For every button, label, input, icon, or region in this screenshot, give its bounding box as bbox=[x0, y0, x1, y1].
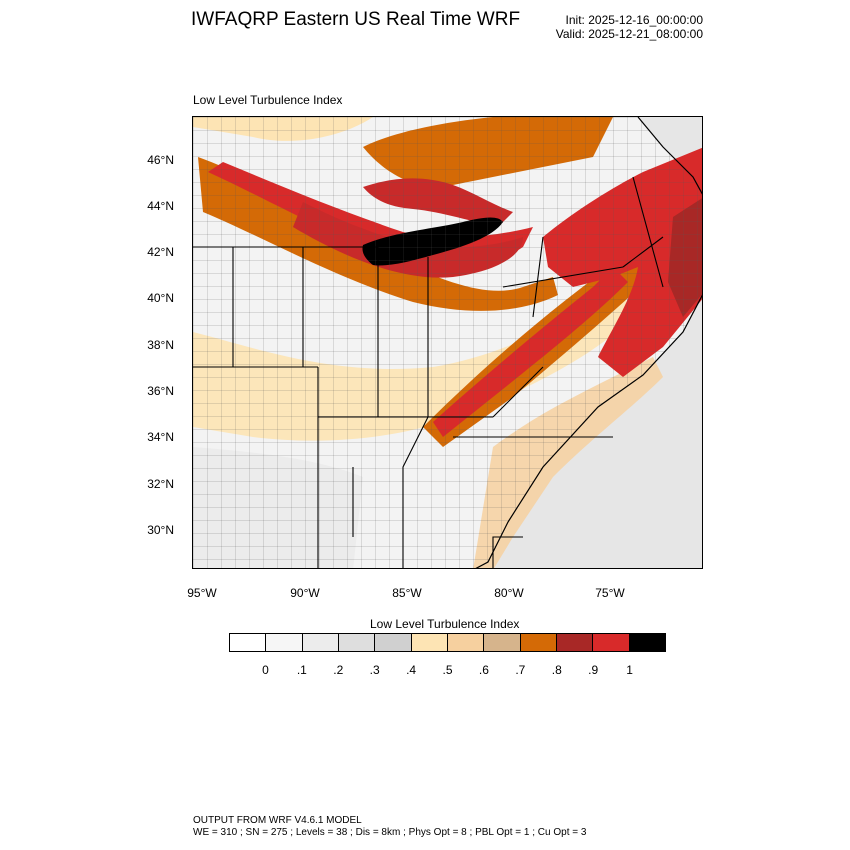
legend-tick-label: .1 bbox=[296, 663, 307, 677]
init-time: Init: 2025-12-16_00:00:00 bbox=[565, 13, 703, 27]
legend-swatch bbox=[411, 634, 448, 651]
legend-tick-label: .2 bbox=[333, 663, 344, 677]
legend-tick-label: .9 bbox=[588, 663, 599, 677]
legend-tick-label: .7 bbox=[515, 663, 526, 677]
lat-label-32: 32°N bbox=[147, 477, 174, 491]
tan-band-coast bbox=[473, 357, 663, 568]
color-legend bbox=[229, 633, 666, 652]
model-config: WE = 310 ; SN = 275 ; Levels = 38 ; Dis … bbox=[193, 827, 587, 838]
lon-label-95: 95°W bbox=[187, 586, 217, 600]
field-subtitle: Low Level Turbulence Index bbox=[193, 93, 343, 107]
lat-label-38: 38°N bbox=[147, 338, 174, 352]
legend-swatch bbox=[266, 634, 303, 651]
turbulence-map bbox=[192, 116, 703, 569]
lat-label-42: 42°N bbox=[147, 245, 174, 259]
legend-swatch bbox=[338, 634, 376, 651]
lon-label-80: 80°W bbox=[494, 586, 524, 600]
state-borders bbox=[193, 176, 664, 568]
legend-swatch bbox=[447, 634, 485, 651]
legend-swatch bbox=[556, 634, 594, 651]
legend-swatch bbox=[629, 634, 665, 651]
legend-title: Low Level Turbulence Index bbox=[370, 617, 520, 631]
lat-label-36: 36°N bbox=[147, 384, 174, 398]
legend-swatch bbox=[520, 634, 557, 651]
legend-tick-label: .8 bbox=[551, 663, 562, 677]
lon-label-85: 85°W bbox=[392, 586, 422, 600]
lon-label-90: 90°W bbox=[290, 586, 320, 600]
legend-tick-label: .4 bbox=[406, 663, 417, 677]
legend-tick-label: 1 bbox=[626, 663, 633, 677]
legend-tick-label: 0 bbox=[262, 663, 269, 677]
plot-title: IWFAQRP Eastern US Real Time WRF bbox=[191, 9, 521, 30]
legend-tick-label: .6 bbox=[478, 663, 489, 677]
lon-label-75: 75°W bbox=[595, 586, 625, 600]
legend-swatch bbox=[593, 634, 630, 651]
lat-label-44: 44°N bbox=[147, 199, 174, 213]
model-info: OUTPUT FROM WRF V4.6.1 MODEL bbox=[193, 815, 362, 826]
valid-time: Valid: 2025-12-21_08:00:00 bbox=[555, 27, 703, 41]
legend-swatch bbox=[484, 634, 521, 651]
coastline bbox=[475, 117, 702, 568]
legend-swatch bbox=[302, 634, 339, 651]
lat-label-40: 40°N bbox=[147, 291, 174, 305]
legend-swatch bbox=[375, 634, 412, 651]
lat-label-30: 30°N bbox=[147, 523, 174, 537]
legend-tick-label: .3 bbox=[369, 663, 380, 677]
legend-tick-label: .5 bbox=[442, 663, 453, 677]
lat-label-34: 34°N bbox=[147, 430, 174, 444]
legend-swatch bbox=[230, 634, 267, 651]
lat-label-46: 46°N bbox=[147, 153, 174, 167]
